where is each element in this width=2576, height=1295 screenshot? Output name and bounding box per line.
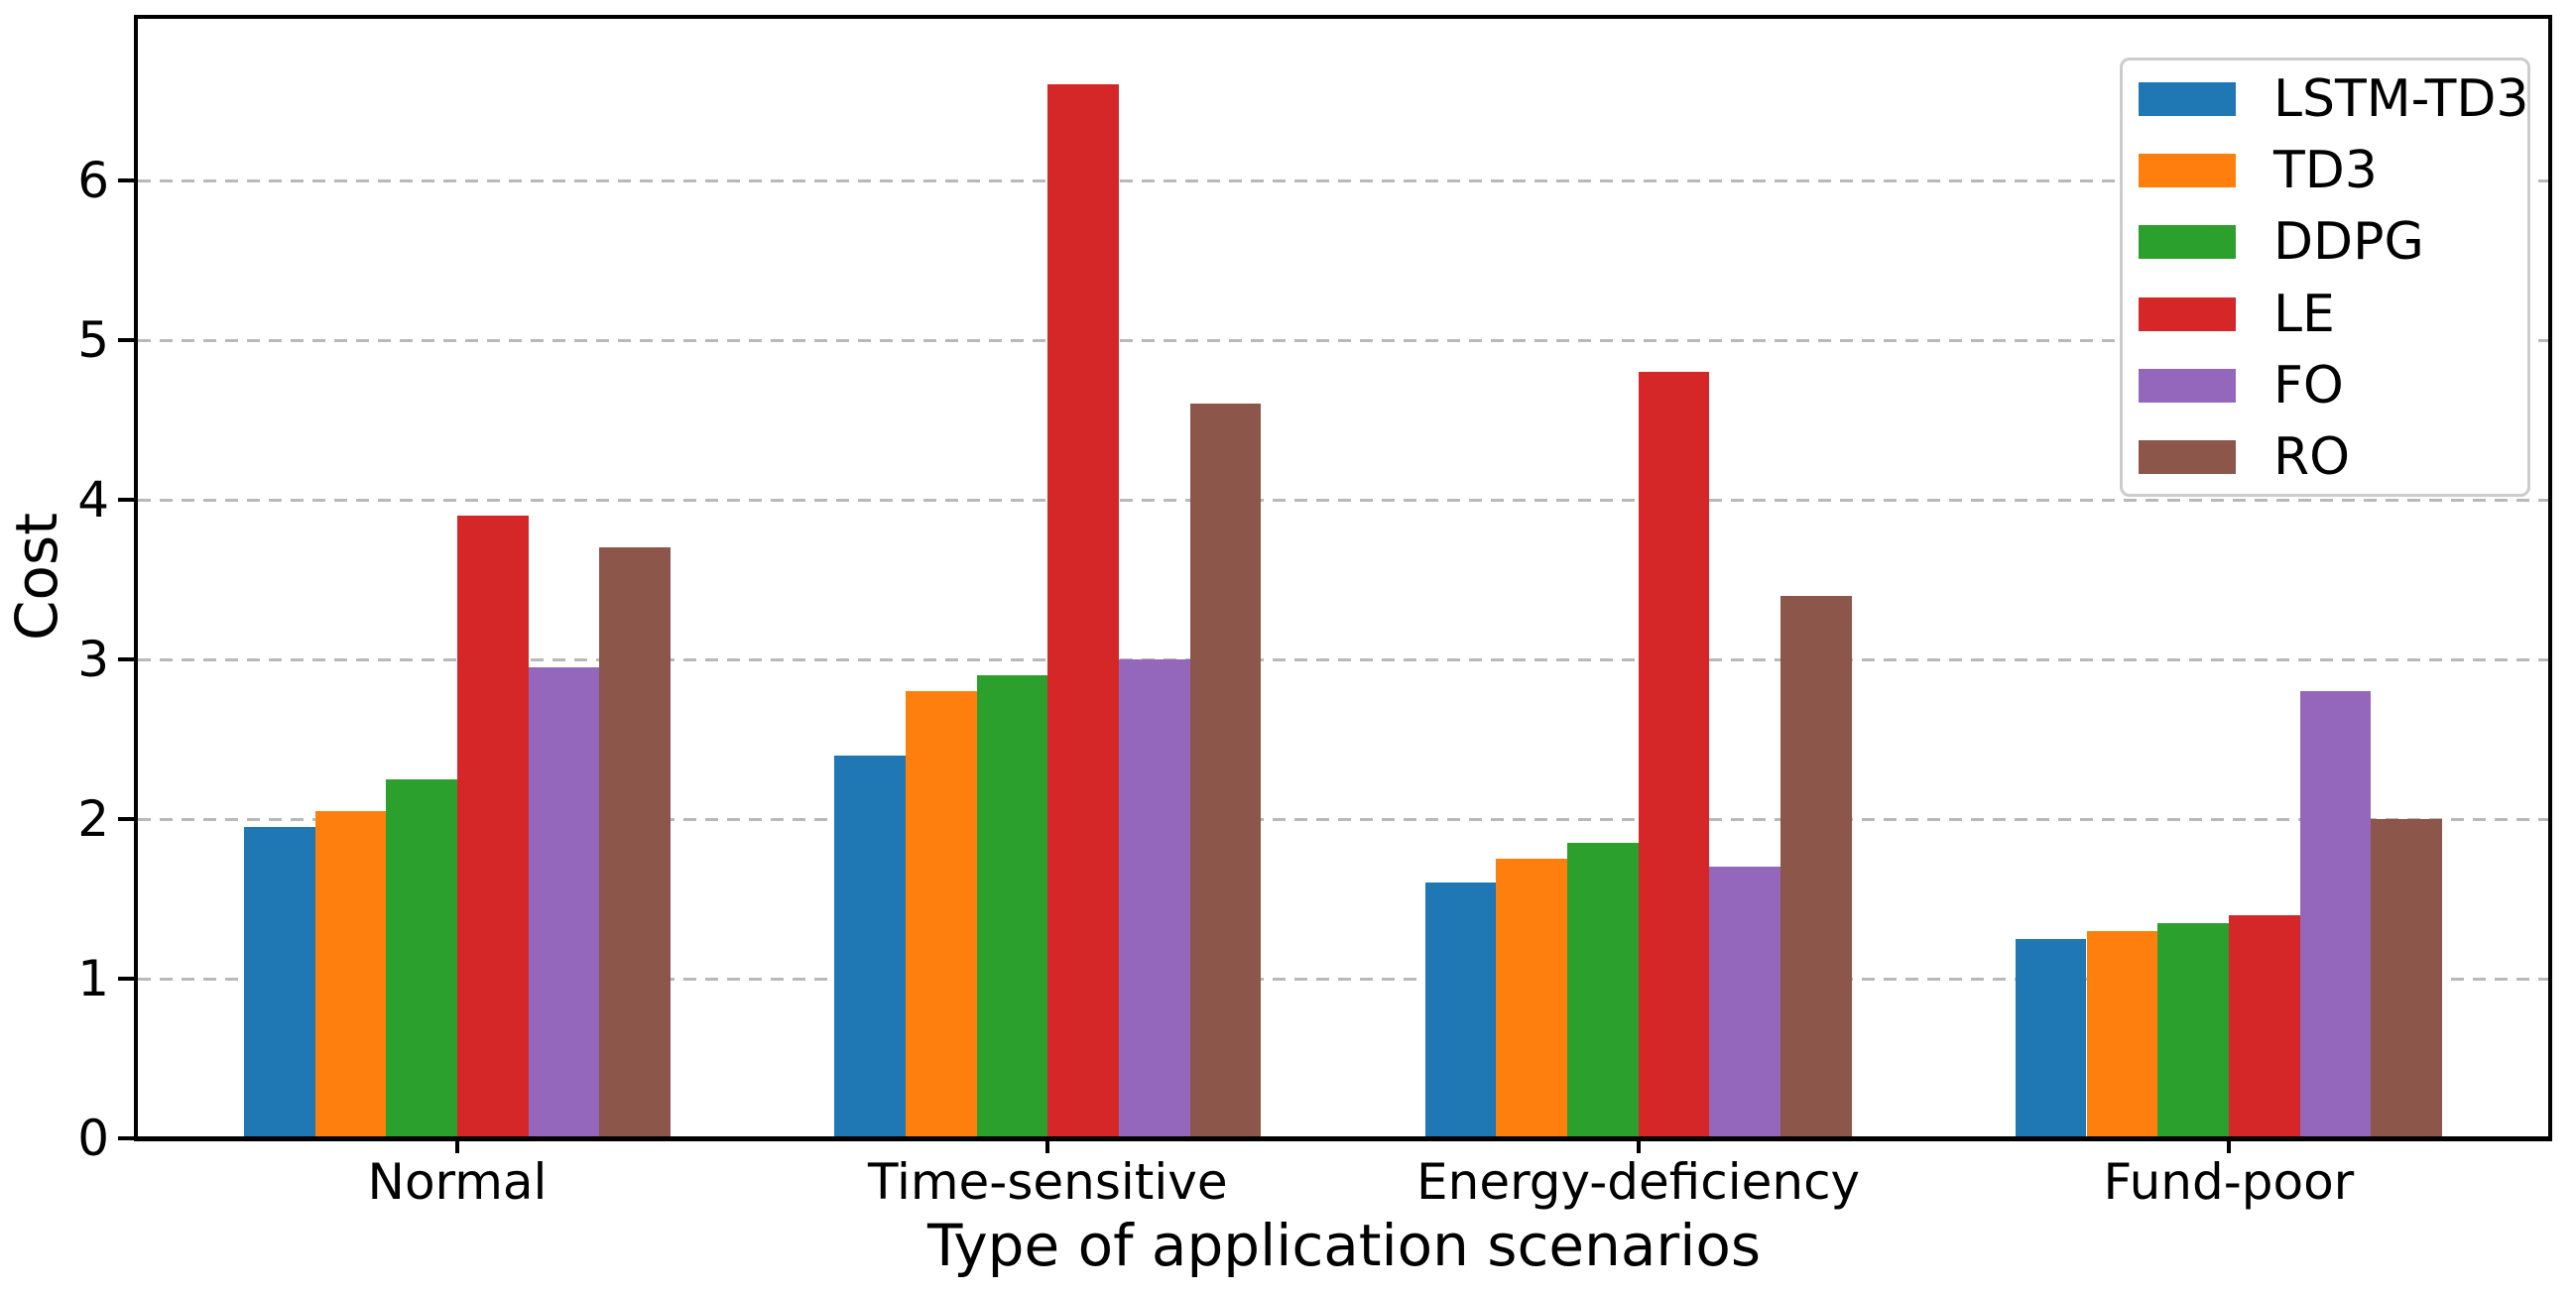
y-tick-3 bbox=[118, 657, 135, 661]
x-tick-2 bbox=[1636, 1138, 1641, 1153]
x-tick-label-energy-deficiency: Energy-deficiency bbox=[1416, 1153, 1861, 1211]
legend-item-lstm-td3: LSTM-TD3 bbox=[2139, 69, 2529, 129]
bar-td3-energy-deficiency bbox=[1496, 859, 1567, 1136]
legend-swatch-lstm-td3 bbox=[2139, 82, 2236, 116]
y-tick-5 bbox=[118, 338, 135, 342]
x-axis-label: Type of application scenarios bbox=[926, 1212, 1762, 1279]
bar-le-fund-poor bbox=[2228, 914, 2300, 1136]
y-tick-label-5: 5 bbox=[77, 311, 109, 369]
gridline-y4 bbox=[138, 498, 2548, 502]
bar-td3-normal bbox=[314, 810, 387, 1136]
bar-ddpg-energy-deficiency bbox=[1566, 843, 1639, 1136]
bar-td3-time-sensitive bbox=[905, 691, 977, 1136]
y-tick-1 bbox=[118, 977, 135, 981]
x-tick-3 bbox=[2226, 1138, 2231, 1153]
legend: LSTM-TD3 TD3 DDPG LE FO RO bbox=[2120, 58, 2530, 497]
y-tick-label-1: 1 bbox=[77, 950, 109, 1007]
bar-ddpg-time-sensitive bbox=[976, 675, 1048, 1136]
legend-item-fo: FO bbox=[2139, 355, 2344, 415]
plot-border-top bbox=[134, 15, 2552, 19]
bar-ro-energy-deficiency bbox=[1780, 595, 1852, 1136]
legend-swatch-td3 bbox=[2139, 154, 2236, 188]
y-tick-label-3: 3 bbox=[77, 631, 109, 688]
legend-item-ro: RO bbox=[2139, 427, 2351, 487]
bar-ro-time-sensitive bbox=[1189, 404, 1262, 1136]
bar-ddpg-fund-poor bbox=[2157, 922, 2229, 1136]
plot-border-left bbox=[134, 15, 138, 1140]
legend-item-td3: TD3 bbox=[2139, 141, 2378, 201]
gridline-y6 bbox=[138, 178, 2548, 182]
bar-le-normal bbox=[457, 516, 529, 1136]
legend-label-ddpg: DDPG bbox=[2273, 212, 2424, 273]
plot-border-right bbox=[2548, 15, 2552, 1140]
bar-le-time-sensitive bbox=[1047, 84, 1119, 1136]
gridline-y1 bbox=[138, 977, 2548, 981]
legend-swatch-ro bbox=[2139, 440, 2236, 474]
x-tick-label-time-sensitive: Time-sensitive bbox=[867, 1153, 1228, 1211]
y-tick-0 bbox=[118, 1136, 135, 1140]
legend-label-lstm-td3: LSTM-TD3 bbox=[2273, 69, 2529, 129]
bar-ro-normal bbox=[599, 547, 672, 1136]
legend-label-ro: RO bbox=[2273, 427, 2351, 487]
x-tick-label-normal: Normal bbox=[367, 1153, 548, 1211]
x-tick-label-fund-poor: Fund-poor bbox=[2103, 1153, 2355, 1211]
y-tick-label-6: 6 bbox=[77, 152, 109, 209]
bar-lstm-td3-fund-poor bbox=[2015, 938, 2087, 1136]
legend-swatch-le bbox=[2139, 296, 2236, 331]
legend-item-ddpg: DDPG bbox=[2139, 212, 2424, 273]
bar-fo-time-sensitive bbox=[1119, 659, 1190, 1136]
x-tick-1 bbox=[1045, 1138, 1050, 1153]
bar-lstm-td3-normal bbox=[243, 827, 315, 1136]
plot-border-bottom bbox=[134, 1136, 2552, 1141]
legend-label-td3: TD3 bbox=[2273, 141, 2378, 201]
y-tick-label-4: 4 bbox=[77, 471, 109, 529]
legend-swatch-ddpg bbox=[2139, 225, 2236, 260]
bar-lstm-td3-time-sensitive bbox=[834, 755, 906, 1136]
bar-lstm-td3-energy-deficiency bbox=[1424, 883, 1497, 1136]
gridline-y5 bbox=[138, 338, 2548, 342]
x-tick-0 bbox=[455, 1138, 459, 1153]
y-tick-6 bbox=[118, 178, 135, 182]
bar-td3-fund-poor bbox=[2086, 930, 2158, 1136]
gridline-y2 bbox=[138, 817, 2548, 821]
legend-label-fo: FO bbox=[2273, 355, 2344, 415]
bar-fo-energy-deficiency bbox=[1709, 867, 1780, 1136]
y-tick-label-0: 0 bbox=[77, 1110, 109, 1167]
bar-fo-normal bbox=[528, 667, 600, 1136]
legend-label-le: LE bbox=[2273, 284, 2335, 344]
legend-item-le: LE bbox=[2139, 284, 2335, 344]
y-tick-4 bbox=[118, 498, 135, 502]
bar-ddpg-normal bbox=[386, 778, 457, 1136]
gridline-y3 bbox=[138, 657, 2548, 661]
bar-fo-fund-poor bbox=[2299, 691, 2372, 1136]
y-tick-label-2: 2 bbox=[77, 790, 109, 848]
legend-swatch-fo bbox=[2139, 368, 2236, 403]
bar-le-energy-deficiency bbox=[1638, 372, 1710, 1136]
y-tick-2 bbox=[118, 817, 135, 821]
bar-ro-fund-poor bbox=[2371, 819, 2442, 1136]
